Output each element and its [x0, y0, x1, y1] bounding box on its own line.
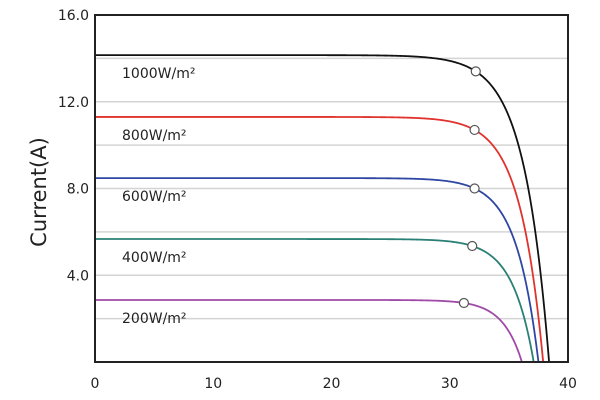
curve-400: [95, 238, 535, 363]
y-axis-label: Current(A): [27, 137, 51, 247]
x-tick-label: 0: [91, 376, 100, 392]
y-tick-label: 4.0: [67, 268, 89, 284]
series-label: 1000W/m²: [122, 66, 195, 82]
y-axis-ticks: 4.0 8.0 12.0 16.0: [58, 8, 89, 284]
curve-200: [95, 299, 523, 363]
series-label: 800W/m²: [122, 128, 187, 144]
y-tick-label: 12.0: [58, 95, 89, 111]
series-label: 600W/m²: [122, 189, 187, 205]
curves: [95, 54, 550, 363]
x-tick-label: 40: [559, 376, 577, 392]
y-tick-label: 8.0: [67, 182, 89, 198]
x-tick-label: 10: [204, 376, 222, 392]
mpp-marker: [458, 297, 470, 309]
curve-800: [95, 116, 545, 363]
plot-frame: [94, 14, 569, 363]
series-label: 200W/m²: [122, 311, 187, 327]
curve-600: [95, 177, 540, 363]
mpp-marker: [470, 66, 481, 77]
series-labels: 1000W/m² 800W/m² 600W/m² 400W/m² 200W/m²: [122, 66, 195, 327]
y-tick-label: 16.0: [58, 8, 89, 24]
mpp-marker: [469, 124, 480, 136]
mpp-marker: [467, 240, 478, 252]
x-tick-label: 20: [323, 376, 341, 392]
x-axis-ticks: 0 10 20 30 40: [91, 376, 577, 392]
mpp-marker: [469, 183, 480, 194]
x-tick-label: 30: [441, 376, 459, 392]
gridlines: [95, 57, 568, 320]
series-label: 400W/m²: [122, 250, 187, 266]
